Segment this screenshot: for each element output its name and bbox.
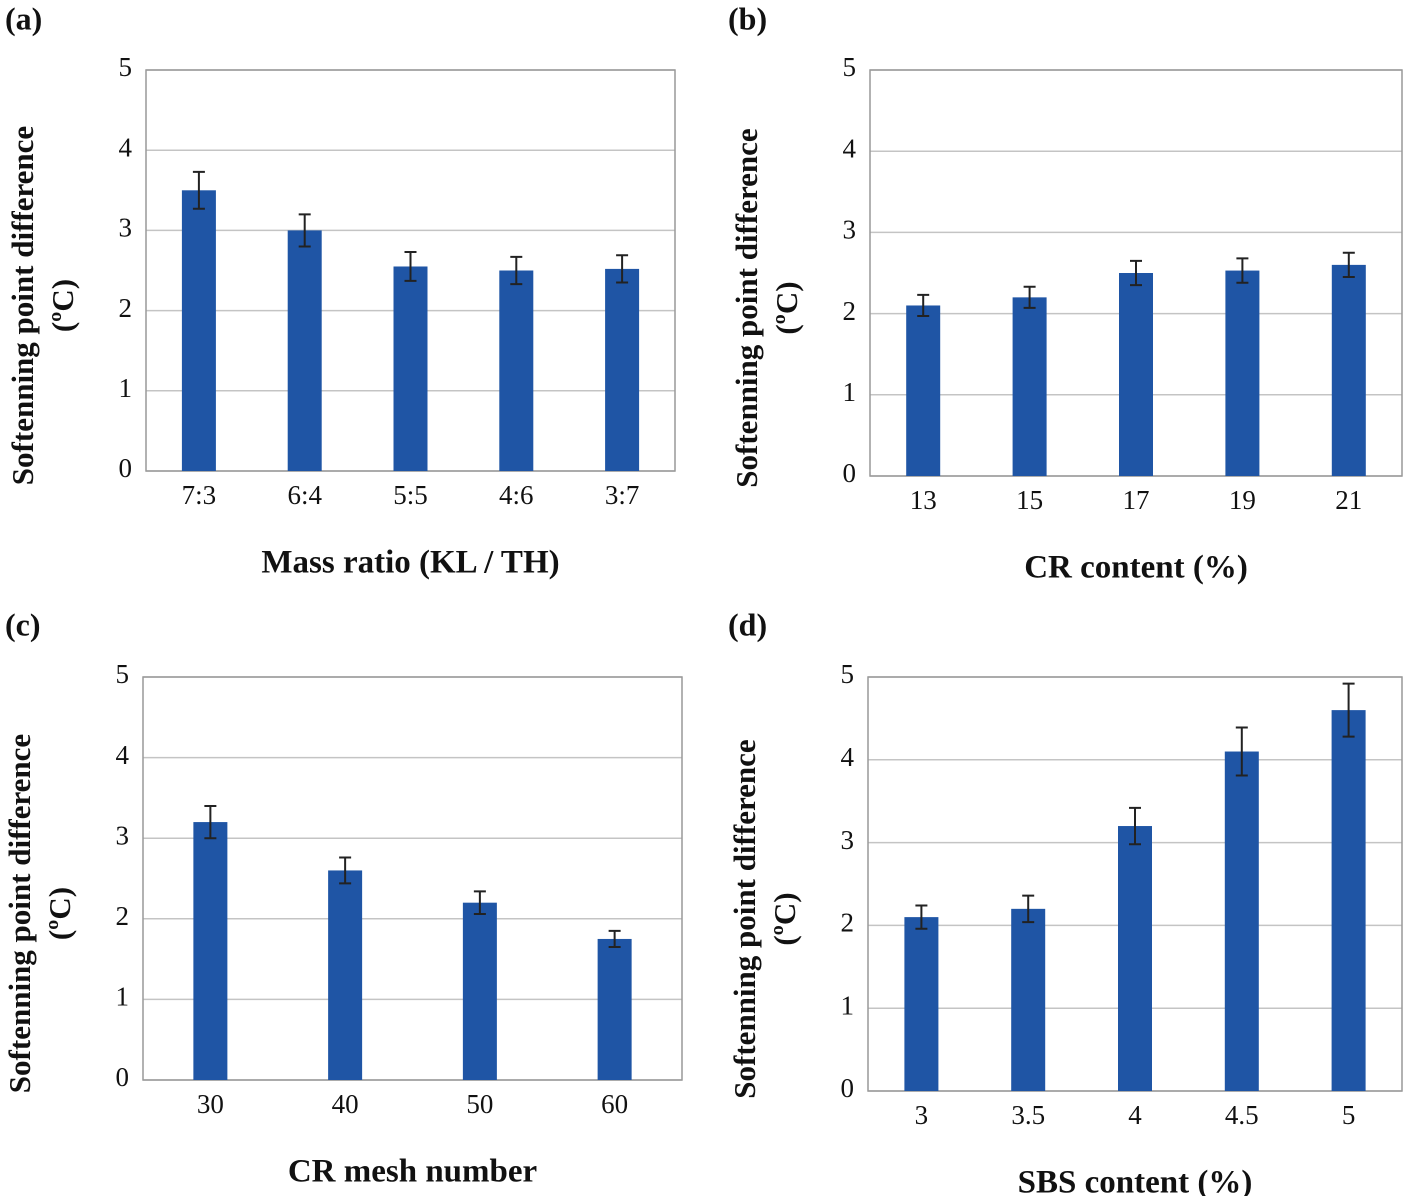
error-bar <box>917 293 930 318</box>
x-tick-label: 19 <box>1229 485 1256 515</box>
error-bar <box>1235 726 1248 777</box>
bar <box>605 268 640 471</box>
bar <box>1225 270 1260 476</box>
y-axis-title: Softenning point difference <box>2 734 37 1093</box>
x-tick-label: 3.5 <box>1011 1100 1045 1130</box>
x-tick-label: 40 <box>332 1089 359 1119</box>
error-bar <box>192 170 205 210</box>
error-bar <box>404 251 417 282</box>
y-tick-label: 1 <box>116 982 130 1012</box>
bar <box>1119 273 1153 476</box>
x-tick-label: 4:6 <box>499 480 534 510</box>
bar <box>393 266 428 471</box>
error-bar <box>339 856 352 885</box>
bar <box>1331 710 1366 1091</box>
x-tick-label: 5 <box>1342 1100 1356 1130</box>
x-tick-label: 13 <box>910 485 937 515</box>
y-tick-label: 5 <box>843 52 857 82</box>
x-tick-label: 3 <box>915 1100 929 1130</box>
panel-label: (b) <box>728 0 767 36</box>
y-tick-label: 3 <box>119 213 133 243</box>
x-tick-label: 5:5 <box>393 480 428 510</box>
bar <box>904 917 939 1091</box>
x-tick-label: 3:7 <box>605 480 640 510</box>
plot-frame <box>142 676 683 1081</box>
error-bar <box>1129 806 1141 846</box>
x-tick-label: 4 <box>1128 1100 1142 1130</box>
y-tick-label: 5 <box>116 659 130 689</box>
y-tick-label: 1 <box>843 377 857 407</box>
y-tick-label: 5 <box>841 659 855 689</box>
error-bar <box>1342 251 1355 279</box>
bar <box>193 822 228 1080</box>
x-tick-label: 15 <box>1016 485 1043 515</box>
y-axis-title: Softenning point difference <box>5 126 40 485</box>
bar <box>287 230 322 471</box>
error-bar <box>608 929 621 949</box>
bar <box>499 270 534 471</box>
error-bar <box>204 804 217 840</box>
y-tick-label: 0 <box>119 453 133 483</box>
y-tick-label: 0 <box>843 458 857 488</box>
error-bar <box>1342 682 1355 738</box>
y-tick-label: 2 <box>841 908 855 938</box>
x-tick-label: 4.5 <box>1225 1100 1259 1130</box>
y-tick-label: 0 <box>116 1062 130 1092</box>
bar <box>462 902 497 1080</box>
error-bar <box>298 213 311 248</box>
x-axis-title: CR mesh number <box>288 1154 537 1190</box>
error-bar <box>510 255 523 286</box>
x-tick-label: 7:3 <box>182 480 217 510</box>
x-tick-label: 60 <box>601 1089 628 1119</box>
x-tick-label: 21 <box>1335 485 1362 515</box>
x-axis-title: SBS content (%) <box>1018 1165 1253 1196</box>
y-tick-label: 4 <box>116 740 130 770</box>
y-tick-label: 3 <box>841 825 855 855</box>
error-bar <box>1130 259 1142 287</box>
y-tick-label: 3 <box>843 215 857 245</box>
y-tick-label: 0 <box>841 1073 855 1103</box>
error-bar <box>616 254 629 284</box>
x-tick-label: 6:4 <box>287 480 322 510</box>
bar <box>328 870 363 1080</box>
panel-label: (c) <box>5 606 41 642</box>
x-tick-label: 30 <box>197 1089 224 1119</box>
y-axis-title: (ºC) <box>769 281 804 334</box>
x-tick-label: 17 <box>1123 485 1150 515</box>
y-axis-title: (ºC) <box>767 892 802 945</box>
y-tick-label: 1 <box>841 990 855 1020</box>
bar <box>1331 264 1366 476</box>
y-tick-label: 2 <box>119 293 133 323</box>
x-axis-title: CR content (%) <box>1024 550 1248 586</box>
panel-label: (d) <box>728 606 767 642</box>
y-tick-label: 5 <box>119 52 133 82</box>
y-tick-label: 2 <box>116 901 130 931</box>
bar <box>597 938 632 1080</box>
y-tick-label: 4 <box>119 132 133 162</box>
y-axis-title: Softenning point difference <box>729 128 764 487</box>
bar <box>181 190 216 472</box>
y-tick-label: 1 <box>119 373 133 403</box>
bar <box>1011 908 1046 1091</box>
y-tick-label: 3 <box>116 820 130 850</box>
y-axis-title: (ºC) <box>45 279 80 332</box>
panel-label: (a) <box>5 0 42 36</box>
error-bar <box>1022 894 1035 924</box>
error-bar <box>915 904 928 930</box>
bar <box>1118 826 1152 1091</box>
error-bar <box>473 890 486 915</box>
bar <box>1012 297 1047 476</box>
x-tick-label: 50 <box>466 1089 493 1119</box>
error-bar <box>1023 285 1036 309</box>
x-axis-title: Mass ratio (KL / TH) <box>261 545 559 581</box>
y-axis-title: (ºC) <box>42 887 77 940</box>
y-axis-title: Softenning point difference <box>727 739 762 1098</box>
bar <box>906 305 941 476</box>
y-tick-label: 4 <box>841 742 855 772</box>
y-tick-label: 4 <box>843 133 857 163</box>
bar <box>1224 751 1259 1091</box>
error-bar <box>1236 257 1249 284</box>
y-tick-label: 2 <box>843 296 857 326</box>
